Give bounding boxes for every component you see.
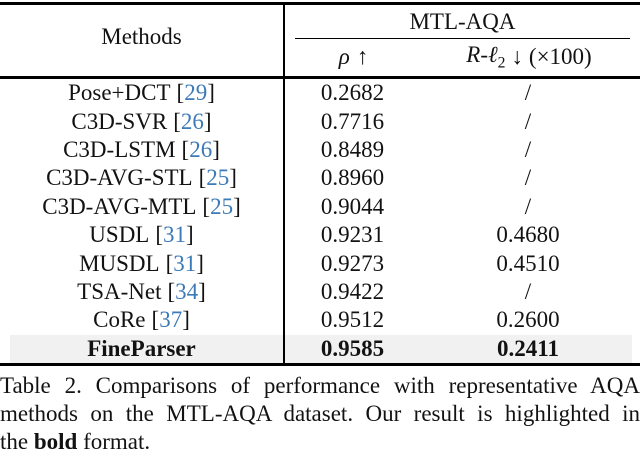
group-header-mtl-aqa: MTL-AQA bbox=[409, 9, 516, 34]
cmidrule-under-group-header bbox=[295, 38, 630, 40]
table-row: C3D-SVR [26] 0.7716 / bbox=[0, 107, 640, 135]
rl2-value-cell: 0.2411 bbox=[497, 335, 559, 361]
citation: [25] bbox=[198, 165, 237, 191]
table-row: USDL [31] 0.9231 0.4680 bbox=[0, 221, 640, 249]
method-cell: C3D-AVG-MTL [25] bbox=[0, 194, 283, 220]
cite-link[interactable]: 26 bbox=[180, 108, 204, 134]
table-row: C3D-LSTM [26] 0.8489 / bbox=[0, 136, 640, 164]
column-header-rl2: R-ℓ2 ↓ (×100) bbox=[422, 40, 636, 74]
rho-value-cell: 0.9273 bbox=[320, 250, 385, 276]
caption-line-3-post: format. bbox=[77, 429, 151, 454]
method-cell: C3D-AVG-STL [25] bbox=[0, 165, 283, 191]
method-name: C3D-AVG-MTL bbox=[42, 193, 197, 219]
citation: [25] bbox=[202, 193, 241, 219]
method-name: MUSDL bbox=[79, 250, 160, 276]
rl2-value-cell: 0.4510 bbox=[496, 250, 560, 276]
cite-link[interactable]: 25 bbox=[206, 165, 230, 191]
table-body: Pose+DCT [29] 0.2682 / C3D-SVR [26] 0.7716… bbox=[0, 79, 640, 364]
rl2-value-cell: / bbox=[524, 165, 532, 191]
citation: [34] bbox=[167, 279, 206, 305]
method-name: C3D-LSTM bbox=[63, 137, 176, 163]
method-name: Pose+DCT bbox=[68, 80, 171, 106]
caption-bold-word: bold bbox=[33, 429, 78, 454]
method-cell: MUSDL [31] bbox=[0, 251, 283, 277]
caption-line-2: methods on the MTL-AQA dataset. Our resu… bbox=[0, 401, 640, 426]
rho-value-cell: 0.8960 bbox=[320, 165, 385, 191]
table-caption: Table 2. Comparisons of performance with… bbox=[0, 372, 640, 456]
method-cell: C3D-SVR [26] bbox=[0, 109, 283, 135]
table-row: C3D-AVG-STL [25] 0.8960 / bbox=[0, 164, 640, 192]
method-cell: USDL [31] bbox=[0, 222, 283, 248]
caption-line-3-pre: the bbox=[0, 429, 34, 454]
table-row: CoRe [37] 0.9512 0.2600 bbox=[0, 306, 640, 334]
column-header-rho: ρ ↑ bbox=[285, 40, 422, 74]
rho-value-cell: 0.9422 bbox=[320, 279, 385, 305]
table-vertical-rule bbox=[283, 5, 285, 363]
method-name: C3D-SVR bbox=[71, 108, 168, 134]
cite-link[interactable]: 26 bbox=[189, 137, 213, 163]
rho-value-cell: 0.9512 bbox=[320, 307, 385, 333]
method-cell: CoRe [37] bbox=[0, 307, 283, 333]
citation: [31] bbox=[155, 222, 194, 248]
method-cell: Pose+DCT [29] bbox=[0, 80, 283, 106]
cite-link[interactable]: 29 bbox=[184, 80, 208, 106]
method-name: TSA-Net bbox=[77, 279, 162, 305]
cite-link[interactable]: 25 bbox=[210, 193, 234, 219]
caption-line-1: Table 2. Comparisons of performance with… bbox=[0, 373, 640, 398]
rl2-value-cell: / bbox=[524, 279, 532, 305]
caption-line-3: the bold format. bbox=[0, 428, 640, 456]
down-arrow-icon: ↓ bbox=[511, 44, 523, 69]
table-row: C3D-AVG-MTL [25] 0.9044 / bbox=[0, 193, 640, 221]
table-mid-rule bbox=[0, 76, 640, 79]
citation: [37] bbox=[151, 307, 190, 333]
rl2-symbol: R-ℓ2 bbox=[466, 41, 506, 72]
rho-value-cell: 0.7716 bbox=[320, 108, 385, 134]
method-name: USDL bbox=[89, 222, 150, 248]
rho-value-cell: 0.9585 bbox=[320, 335, 385, 361]
table-row-highlight-fineparser: FineParser 0.9585 0.2411 bbox=[0, 334, 640, 364]
method-cell: FineParser bbox=[0, 336, 283, 362]
rl2-value-cell: / bbox=[524, 80, 532, 106]
rl2-value-cell: / bbox=[524, 108, 532, 134]
table-row: MUSDL [31] 0.9273 0.4510 bbox=[0, 249, 640, 277]
rl2-value-cell: / bbox=[524, 137, 532, 163]
rho-value-cell: 0.9044 bbox=[320, 193, 385, 219]
rho-value-cell: 0.2682 bbox=[320, 80, 385, 106]
rl2-value-cell: 0.2600 bbox=[496, 307, 560, 333]
cite-link[interactable]: 31 bbox=[173, 250, 197, 276]
table-top-rule bbox=[0, 2, 640, 5]
column-header-methods: Methods bbox=[101, 23, 182, 49]
cite-link[interactable]: 31 bbox=[163, 222, 187, 248]
method-name: FineParser bbox=[87, 335, 196, 361]
method-cell: TSA-Net [34] bbox=[0, 279, 283, 305]
cite-link[interactable]: 34 bbox=[175, 279, 199, 305]
citation: [26] bbox=[173, 108, 212, 134]
rho-value-cell: 0.9231 bbox=[320, 222, 385, 248]
rho-symbol: ρ bbox=[338, 44, 350, 69]
method-name: CoRe bbox=[93, 307, 146, 333]
citation: [29] bbox=[176, 80, 215, 106]
table-row: TSA-Net [34] 0.9422 / bbox=[0, 278, 640, 306]
rl2-scale: (×100) bbox=[528, 44, 592, 69]
rho-value-cell: 0.8489 bbox=[320, 137, 385, 163]
method-name: C3D-AVG-STL bbox=[46, 165, 193, 191]
table-bottom-rule bbox=[0, 363, 640, 366]
up-arrow-icon: ↑ bbox=[356, 44, 369, 69]
rl2-value-cell: / bbox=[524, 193, 532, 219]
method-cell: C3D-LSTM [26] bbox=[0, 137, 283, 163]
citation: [31] bbox=[165, 250, 204, 276]
cite-link[interactable]: 37 bbox=[159, 307, 183, 333]
rl2-value-cell: 0.4680 bbox=[496, 222, 560, 248]
table-row: Pose+DCT [29] 0.2682 / bbox=[0, 79, 640, 107]
citation: [26] bbox=[181, 137, 220, 163]
